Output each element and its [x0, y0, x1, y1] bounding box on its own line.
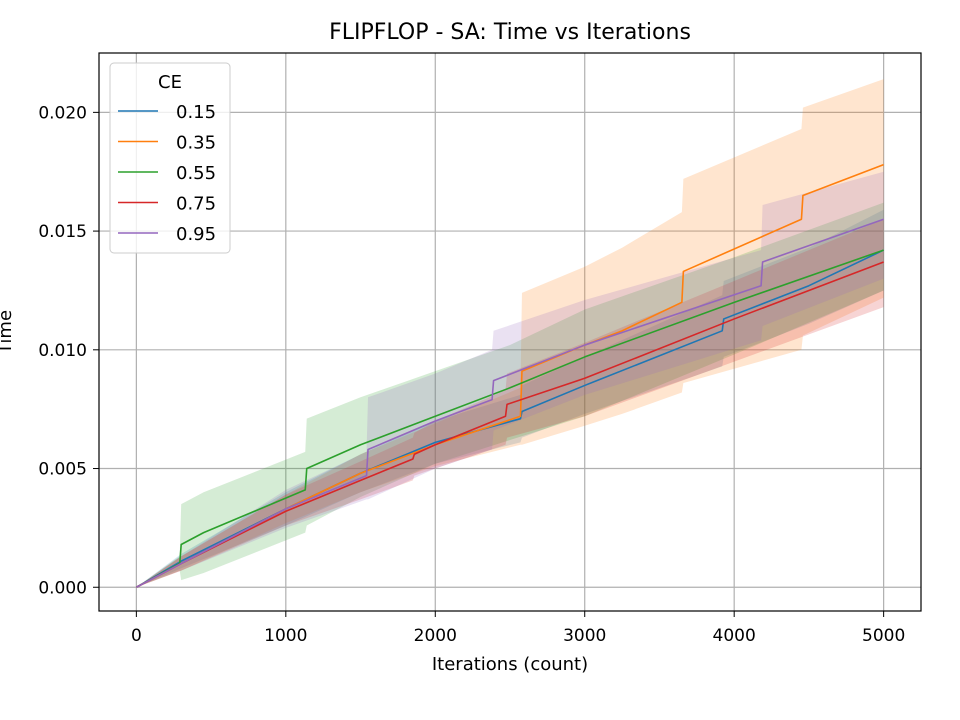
y-tick-label: 0.000	[38, 578, 87, 598]
chart-title: FLIPFLOP - SA: Time vs Iterations	[329, 20, 691, 45]
legend-label: 0.75	[176, 194, 216, 215]
band-series-0.95	[136, 171, 884, 588]
legend-label: 0.15	[176, 102, 216, 123]
y-tick-label: 0.020	[38, 103, 87, 123]
x-tick-label: 2000	[414, 626, 457, 646]
line-series-0.55	[135, 249, 884, 588]
legend-label: 0.95	[176, 224, 216, 245]
y-tick-label: 0.005	[38, 460, 87, 480]
x-axis-ticks: 0 1000 2000 3000 4000 5000	[131, 611, 905, 646]
x-tick-label: 4000	[713, 626, 756, 646]
y-tick-label: 0.010	[38, 341, 87, 361]
x-tick-label: 5000	[862, 626, 905, 646]
legend: CE 0.15 0.35 0.55 0.75 0.95	[109, 62, 231, 254]
x-axis-label: Iterations (count)	[432, 654, 588, 675]
legend-label: 0.55	[176, 163, 216, 184]
x-tick-label: 3000	[563, 626, 606, 646]
line-series-0.95	[135, 218, 884, 588]
legend-title: CE	[158, 72, 182, 93]
x-tick-label: 0	[131, 626, 142, 646]
y-axis-ticks: 0.000 0.005 0.010 0.015 0.020	[38, 103, 99, 598]
line-series-0.75	[135, 261, 884, 588]
y-tick-label: 0.015	[38, 222, 87, 242]
confidence-bands	[136, 79, 884, 588]
legend-items: 0.15 0.35 0.55 0.75 0.95	[118, 102, 216, 245]
y-axis-label: Time	[0, 310, 16, 355]
plot-frame	[98, 52, 922, 612]
series-lines	[135, 163, 884, 588]
legend-label: 0.35	[176, 133, 216, 154]
band-series-0.35	[136, 79, 884, 588]
grid-layer	[99, 53, 921, 611]
x-tick-label: 1000	[264, 626, 307, 646]
